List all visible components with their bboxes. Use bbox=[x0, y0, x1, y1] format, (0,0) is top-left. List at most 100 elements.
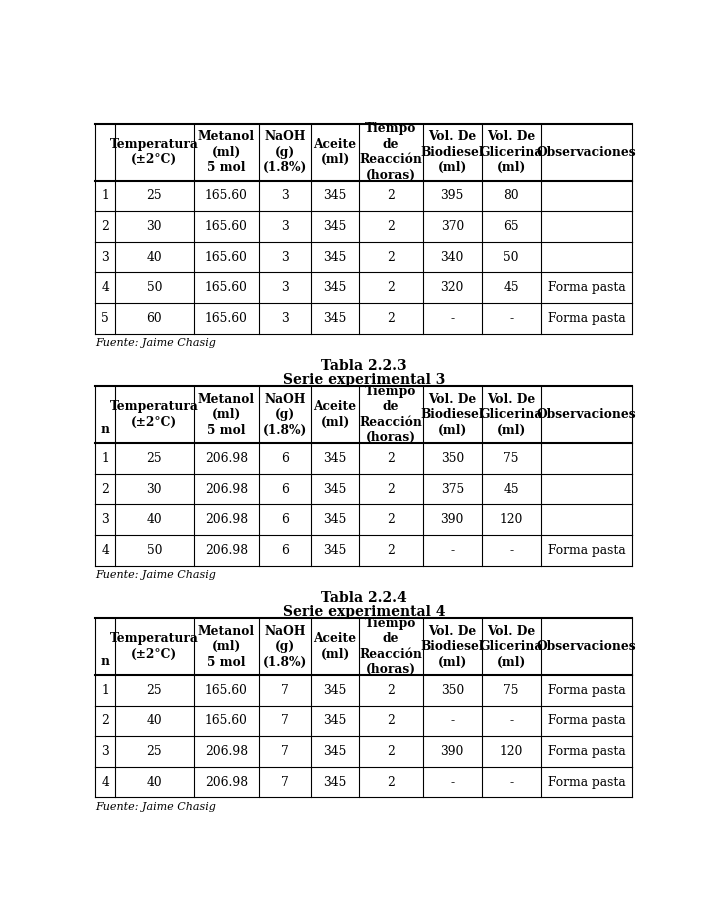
Text: Tiempo
de
Reacción
(horas): Tiempo de Reacción (horas) bbox=[359, 122, 422, 182]
Text: 345: 345 bbox=[323, 513, 346, 526]
Text: 6: 6 bbox=[281, 482, 289, 495]
Text: Vol. De
Glicerina
(ml): Vol. De Glicerina (ml) bbox=[479, 393, 543, 437]
Text: -: - bbox=[450, 311, 454, 324]
Text: 206.98: 206.98 bbox=[204, 543, 248, 557]
Text: 345: 345 bbox=[323, 745, 346, 758]
Text: 2: 2 bbox=[387, 513, 395, 526]
Text: 206.98: 206.98 bbox=[204, 513, 248, 526]
Text: 50: 50 bbox=[146, 543, 162, 557]
Text: 4: 4 bbox=[102, 281, 109, 294]
Text: -: - bbox=[450, 543, 454, 557]
Text: 2: 2 bbox=[387, 189, 395, 202]
Text: 4: 4 bbox=[102, 543, 109, 557]
Text: 25: 25 bbox=[146, 745, 162, 758]
Text: 345: 345 bbox=[323, 189, 346, 202]
Text: 345: 345 bbox=[323, 775, 346, 789]
Text: 25: 25 bbox=[146, 189, 162, 202]
Text: 165.60: 165.60 bbox=[205, 684, 248, 697]
Text: 40: 40 bbox=[146, 250, 162, 263]
Text: 30: 30 bbox=[146, 220, 162, 233]
Text: 7: 7 bbox=[281, 684, 289, 697]
Text: 350: 350 bbox=[441, 452, 464, 465]
Text: 2: 2 bbox=[387, 250, 395, 263]
Text: 40: 40 bbox=[146, 513, 162, 526]
Text: Forma pasta: Forma pasta bbox=[547, 281, 626, 294]
Text: 75: 75 bbox=[503, 452, 519, 465]
Text: 345: 345 bbox=[323, 311, 346, 324]
Text: 3: 3 bbox=[281, 311, 289, 324]
Text: 2: 2 bbox=[102, 714, 109, 727]
Text: -: - bbox=[450, 775, 454, 789]
Text: 320: 320 bbox=[441, 281, 464, 294]
Text: 120: 120 bbox=[500, 513, 523, 526]
Text: Forma pasta: Forma pasta bbox=[547, 684, 626, 697]
Text: 2: 2 bbox=[387, 482, 395, 495]
Text: Tabla 2.2.4: Tabla 2.2.4 bbox=[321, 591, 407, 605]
Text: 3: 3 bbox=[281, 281, 289, 294]
Text: Vol. De
Biodiesel
(ml): Vol. De Biodiesel (ml) bbox=[420, 625, 484, 669]
Text: 345: 345 bbox=[323, 684, 346, 697]
Text: 6: 6 bbox=[281, 452, 289, 465]
Text: 2: 2 bbox=[387, 543, 395, 557]
Text: 206.98: 206.98 bbox=[204, 482, 248, 495]
Text: 5: 5 bbox=[102, 311, 109, 324]
Text: Fuente: Jaime Chasig: Fuente: Jaime Chasig bbox=[95, 338, 217, 347]
Text: Vol. De
Biodiesel
(ml): Vol. De Biodiesel (ml) bbox=[420, 393, 484, 437]
Text: 25: 25 bbox=[146, 684, 162, 697]
Text: Vol. De
Biodiesel
(ml): Vol. De Biodiesel (ml) bbox=[420, 130, 484, 174]
Text: -: - bbox=[450, 714, 454, 727]
Text: n: n bbox=[101, 655, 109, 668]
Text: Observaciones: Observaciones bbox=[537, 146, 636, 159]
Text: Fuente: Jaime Chasig: Fuente: Jaime Chasig bbox=[95, 570, 217, 579]
Text: 2: 2 bbox=[102, 482, 109, 495]
Text: 7: 7 bbox=[281, 714, 289, 727]
Text: Tiempo
de
Reacción
(horas): Tiempo de Reacción (horas) bbox=[359, 385, 422, 444]
Text: 345: 345 bbox=[323, 220, 346, 233]
Text: 340: 340 bbox=[441, 250, 464, 263]
Text: 45: 45 bbox=[503, 281, 519, 294]
Text: Aceite
(ml): Aceite (ml) bbox=[314, 138, 356, 166]
Text: 165.60: 165.60 bbox=[205, 250, 248, 263]
Text: 3: 3 bbox=[102, 745, 109, 758]
Text: Vol. De
Glicerina
(ml): Vol. De Glicerina (ml) bbox=[479, 130, 543, 174]
Text: 390: 390 bbox=[441, 513, 464, 526]
Text: -: - bbox=[509, 714, 513, 727]
Text: 2: 2 bbox=[387, 281, 395, 294]
Text: 350: 350 bbox=[441, 684, 464, 697]
Text: NaOH
(g)
(1.8%): NaOH (g) (1.8%) bbox=[263, 625, 307, 669]
Text: 345: 345 bbox=[323, 482, 346, 495]
Text: 2: 2 bbox=[387, 452, 395, 465]
Text: 40: 40 bbox=[146, 714, 162, 727]
Text: Metanol
(ml)
5 mol: Metanol (ml) 5 mol bbox=[198, 130, 255, 174]
Text: 3: 3 bbox=[281, 189, 289, 202]
Text: Forma pasta: Forma pasta bbox=[547, 775, 626, 789]
Text: 50: 50 bbox=[503, 250, 519, 263]
Text: 80: 80 bbox=[503, 189, 519, 202]
Text: 375: 375 bbox=[441, 482, 464, 495]
Text: Serie experimental 4: Serie experimental 4 bbox=[283, 604, 445, 619]
Text: Vol. De
Glicerina
(ml): Vol. De Glicerina (ml) bbox=[479, 625, 543, 669]
Text: 6: 6 bbox=[281, 513, 289, 526]
Text: NaOH
(g)
(1.8%): NaOH (g) (1.8%) bbox=[263, 393, 307, 437]
Text: 7: 7 bbox=[281, 745, 289, 758]
Text: 206.98: 206.98 bbox=[204, 452, 248, 465]
Text: 75: 75 bbox=[503, 684, 519, 697]
Text: 1: 1 bbox=[102, 189, 109, 202]
Text: 345: 345 bbox=[323, 543, 346, 557]
Text: 2: 2 bbox=[387, 684, 395, 697]
Text: 395: 395 bbox=[441, 189, 464, 202]
Text: 345: 345 bbox=[323, 714, 346, 727]
Text: 2: 2 bbox=[387, 311, 395, 324]
Text: Metanol
(ml)
5 mol: Metanol (ml) 5 mol bbox=[198, 625, 255, 669]
Text: 4: 4 bbox=[102, 775, 109, 789]
Text: 1: 1 bbox=[102, 452, 109, 465]
Text: Tiempo
de
Reacción
(horas): Tiempo de Reacción (horas) bbox=[359, 617, 422, 676]
Text: 2: 2 bbox=[102, 220, 109, 233]
Text: 2: 2 bbox=[387, 714, 395, 727]
Text: -: - bbox=[509, 775, 513, 789]
Text: Aceite
(ml): Aceite (ml) bbox=[314, 400, 356, 429]
Text: Fuente: Jaime Chasig: Fuente: Jaime Chasig bbox=[95, 802, 217, 811]
Text: 6: 6 bbox=[281, 543, 289, 557]
Text: 206.98: 206.98 bbox=[204, 775, 248, 789]
Text: 45: 45 bbox=[503, 482, 519, 495]
